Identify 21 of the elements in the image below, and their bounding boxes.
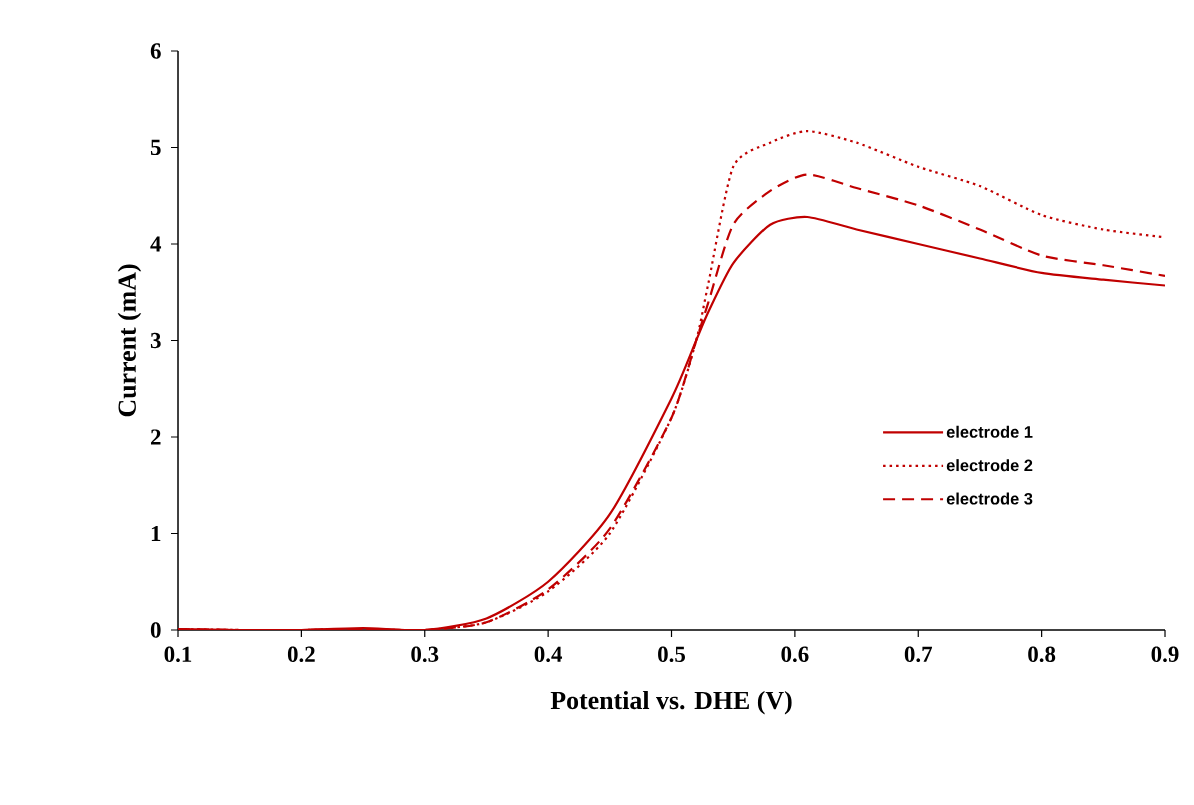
x-tick-label: 0.3 xyxy=(411,646,439,663)
y-tick-label: 6 xyxy=(150,43,161,59)
y-tick-label: 0 xyxy=(150,622,161,638)
x-tick-label: 0.4 xyxy=(534,646,563,663)
y-tick-label: 2 xyxy=(150,429,161,445)
x-tick-label: 0.6 xyxy=(781,646,809,663)
x-tick-label: 0.8 xyxy=(1028,646,1056,663)
x-tick-label: 0.7 xyxy=(904,646,933,663)
legend-label: electrode 3 xyxy=(946,492,1033,505)
y-tick-label: 3 xyxy=(150,332,161,349)
x-tick-label: 0.1 xyxy=(164,646,192,663)
x-tick-label: 0.9 xyxy=(1151,646,1179,663)
x-axis-title: Potential vs. DHE (V) xyxy=(550,690,792,715)
y-tick-label: 1 xyxy=(151,525,161,542)
x-tick-label: 0.2 xyxy=(287,646,315,663)
legend-label: electrode 2 xyxy=(946,459,1033,472)
legend-label: electrode 1 xyxy=(946,425,1033,438)
y-tick-label: 5 xyxy=(150,139,161,156)
x-tick-label: 0.5 xyxy=(658,646,685,663)
y-tick-label: 4 xyxy=(150,236,162,252)
y-axis-title: Current (mA) xyxy=(117,264,142,417)
